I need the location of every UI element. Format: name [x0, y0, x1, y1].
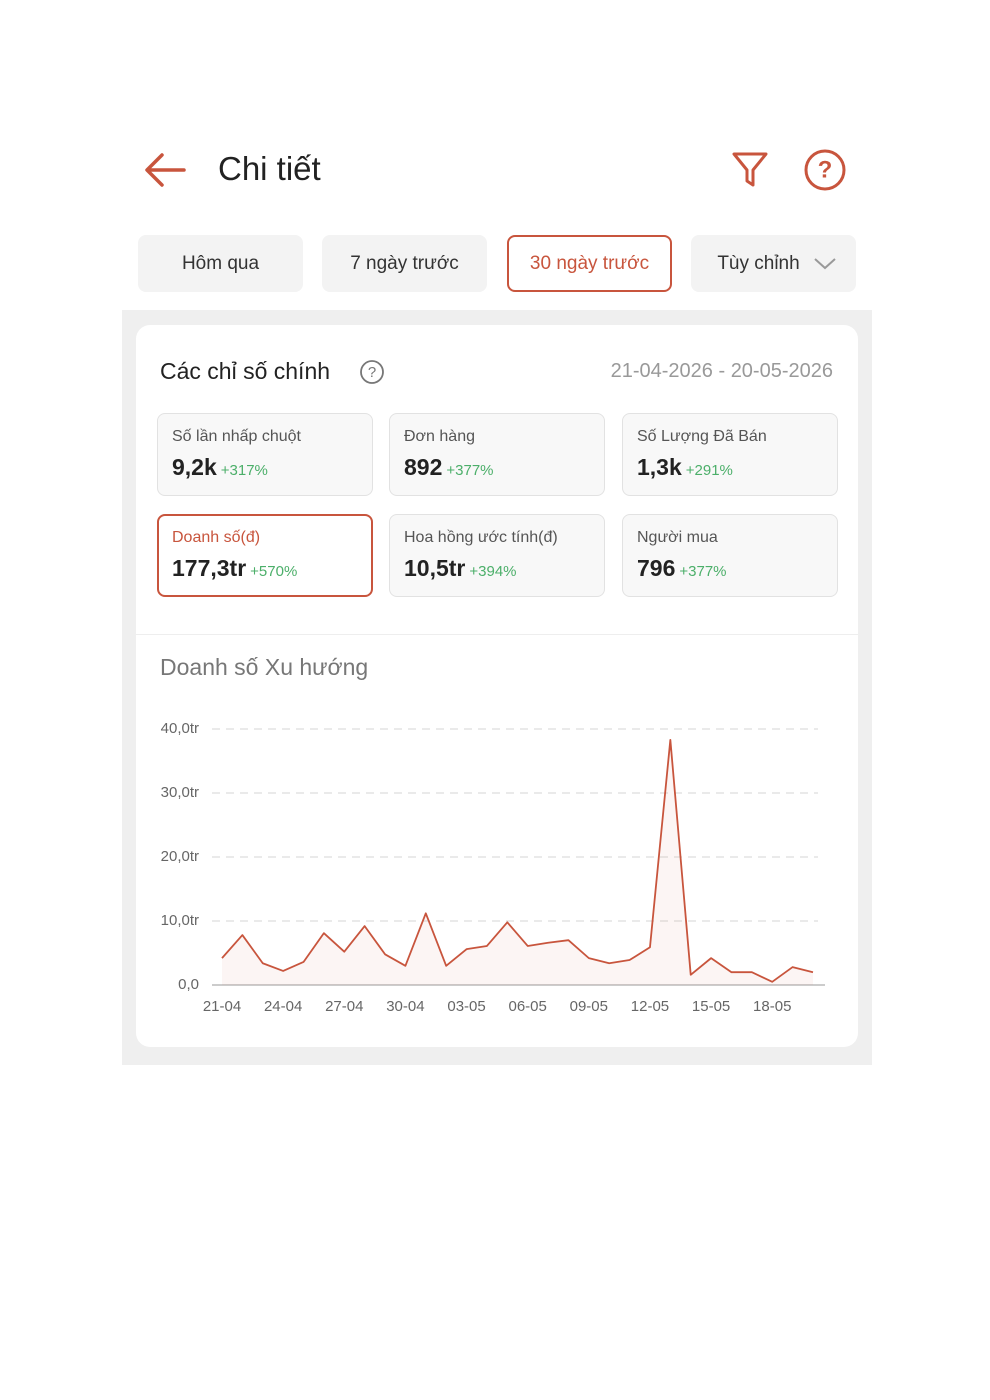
x-tick-label: 27-04: [325, 998, 363, 1015]
line: [221, 738, 814, 983]
x-tick-label: 15-05: [692, 998, 730, 1015]
y-tick-label: 30,0tr: [161, 784, 199, 801]
back-button[interactable]: [140, 148, 190, 192]
dropdown-icon: [814, 258, 836, 270]
metric-value: 892: [404, 454, 443, 480]
metric-value: 9,2k: [172, 454, 217, 480]
x-tick-label: 12-05: [631, 998, 669, 1015]
svg-text:?: ?: [368, 364, 376, 381]
metric-change: +317%: [220, 462, 268, 479]
metric-value: 1,3k: [637, 454, 682, 480]
chart-title: Doanh số Xu hướng: [160, 654, 369, 680]
divider: [136, 634, 858, 635]
metric-card[interactable]: Người mua 796 +377%: [622, 514, 838, 597]
svg-text:?: ?: [818, 156, 833, 183]
metric-card[interactable]: Số lần nhấp chuột 9,2k +317%: [157, 413, 373, 496]
tab[interactable]: 7 ngày trước: [322, 235, 487, 292]
metric-value: 10,5tr: [404, 555, 466, 581]
x-tick-label: 18-05: [753, 998, 791, 1015]
y-tick-label: 0,0: [178, 976, 199, 993]
date-range: 21-04-2026 - 20-05-2026: [610, 360, 833, 382]
metric-card[interactable]: Hoa hồng ước tính(đ) 10,5tr +394%: [389, 514, 605, 597]
metric-value: 796: [637, 555, 676, 581]
x-tick-label: 03-05: [447, 998, 485, 1015]
x-tick-label: 09-05: [570, 998, 608, 1015]
metric-label: Số Lượng Đã Bán: [637, 428, 767, 445]
chart: 0,0 10,0tr 20,0tr 30,0tr 40,0tr 21-04 24-04 27-…: [161, 720, 825, 1015]
metric-change: +291%: [685, 462, 733, 479]
metric-label: Doanh số(đ): [172, 529, 261, 546]
metric-label: Đơn hàng: [404, 428, 475, 445]
metric-change: +570%: [250, 563, 298, 580]
y-tick-label: 40,0tr: [161, 720, 199, 737]
y-tick-label: 10,0tr: [161, 912, 199, 929]
metric-card[interactable]: Số Lượng Đã Bán 1,3k +291%: [622, 413, 838, 496]
section-title: Các chỉ số chính: [160, 358, 331, 384]
metric-card[interactable]: Doanh số(đ) 177,3tr +570%: [157, 514, 373, 597]
tab[interactable]: Tùy chỉnh: [691, 235, 856, 292]
tab[interactable]: Hôm qua: [138, 235, 303, 292]
page-title: Chi tiết: [218, 150, 321, 187]
area: [222, 739, 813, 985]
metric-change: +377%: [446, 462, 494, 479]
tab[interactable]: 30 ngày trước: [507, 235, 672, 292]
tab-label: Tùy chỉnh: [717, 252, 800, 274]
metric-change: +394%: [469, 563, 517, 580]
x-tick-label: 24-04: [264, 998, 302, 1015]
x-tick-label: 30-04: [386, 998, 424, 1015]
y-tick-label: 20,0tr: [161, 848, 199, 865]
x-tick-label: 06-05: [509, 998, 547, 1015]
metric-label: Người mua: [637, 529, 718, 546]
metric-change: +377%: [679, 563, 727, 580]
filter-button[interactable]: [730, 150, 770, 190]
metric-label: Hoa hồng ước tính(đ): [404, 529, 558, 546]
metric-value: 177,3tr: [172, 555, 247, 581]
x-tick-label: 21-04: [203, 998, 241, 1015]
info-icon[interactable]: ?: [358, 358, 386, 386]
help-button[interactable]: ?: [803, 148, 847, 192]
metric-card[interactable]: Đơn hàng 892 +377%: [389, 413, 605, 496]
metric-label: Số lần nhấp chuột: [172, 428, 301, 445]
